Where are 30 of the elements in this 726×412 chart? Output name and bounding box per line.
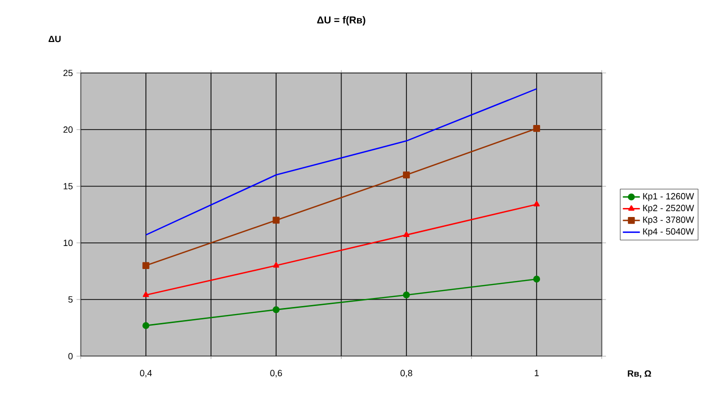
point	[533, 276, 540, 283]
x-tick-label: 0,6	[270, 370, 282, 378]
y-tick-label: 5	[68, 296, 73, 303]
legend-label: Кр4 - 5040W	[643, 228, 694, 236]
y-tick-label: 20	[63, 126, 73, 133]
point	[142, 292, 149, 298]
x-tick-label: 0,8	[400, 370, 412, 378]
x-tick-label: 1	[534, 370, 539, 376]
point	[142, 262, 150, 269]
x-tick-label: 0,4	[140, 370, 152, 378]
point	[273, 262, 280, 268]
legend-label: Кр2 - 2520W	[643, 204, 694, 213]
point	[272, 216, 280, 224]
y-tick-label: 0	[68, 352, 73, 360]
y-tick-label: 15	[64, 183, 73, 190]
y-axis-title: ΔU	[48, 36, 61, 42]
point	[534, 200, 540, 206]
point	[533, 125, 540, 132]
line-series	[145, 88, 538, 236]
y-tick-label: 10	[64, 240, 73, 246]
x-axis-title: Rв, Ω	[628, 370, 652, 378]
point	[142, 322, 150, 330]
point	[402, 292, 410, 298]
legend-label: Кр3 - 3780W	[643, 216, 694, 225]
point	[403, 231, 410, 237]
y-tick-label: 25	[63, 70, 73, 76]
legend-label: Кр1 - 1260W	[643, 193, 694, 202]
point	[402, 171, 410, 178]
point	[272, 306, 280, 314]
chart-title: ΔU = f(Rв)	[317, 16, 366, 26]
